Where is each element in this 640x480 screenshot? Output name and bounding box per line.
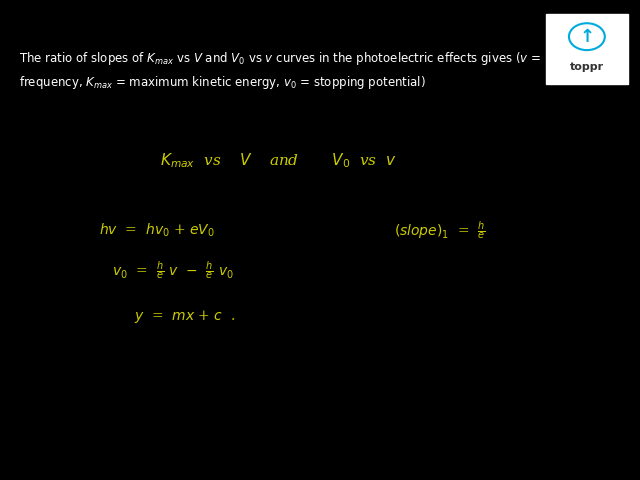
Text: frequency, $K_{max}$ = maximum kinetic energy, $v_0$ = stopping potential): frequency, $K_{max}$ = maximum kinetic e… bbox=[19, 74, 426, 91]
Text: $v_0$  =  $\frac{h}{e}$ $v$  −  $\frac{h}{e}$ $v_0$: $v_0$ = $\frac{h}{e}$ $v$ − $\frac{h}{e}… bbox=[112, 260, 234, 282]
Text: ↑: ↑ bbox=[579, 28, 595, 46]
Text: $hv$  =  $hv_0$ + $eV_0$: $hv$ = $hv_0$ + $eV_0$ bbox=[99, 222, 215, 239]
Text: The ratio of slopes of $K_{max}$ vs $V$ and $V_0$ vs $v$ curves in the photoelec: The ratio of slopes of $K_{max}$ vs $V$ … bbox=[19, 50, 541, 67]
Text: $(slope)_1$  =  $\frac{h}{e}$: $(slope)_1$ = $\frac{h}{e}$ bbox=[394, 219, 486, 241]
Text: $y$  =  $mx$ + $c$  .: $y$ = $mx$ + $c$ . bbox=[134, 308, 236, 325]
FancyBboxPatch shape bbox=[546, 14, 628, 84]
Text: $K_{max}$  vs    $V$    and       $V_0$  vs  $v$: $K_{max}$ vs $V$ and $V_0$ vs $v$ bbox=[160, 152, 396, 170]
Text: toppr: toppr bbox=[570, 61, 604, 72]
